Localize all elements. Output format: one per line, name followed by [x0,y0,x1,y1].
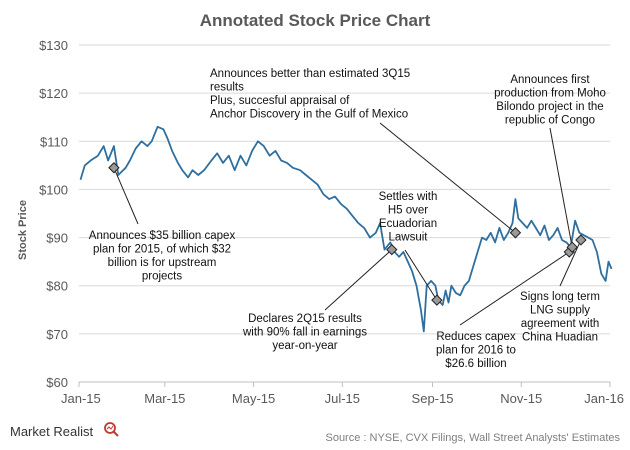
annotation-line: Signs long term [520,291,600,303]
y-tick-label: $130 [39,38,68,53]
annotation-markers [108,162,587,306]
annotation-marker [575,234,587,246]
annotation-line: projects [142,271,183,283]
x-tick-label: Sep-15 [412,391,454,406]
x-tick-label: Mar-15 [144,391,185,406]
annotation-line: Announces first [510,74,590,86]
annotation-marker [509,227,522,239]
y-tick-label: $70 [46,327,68,342]
gridlines [79,44,610,335]
annotation-line: Ecuadorian [379,218,437,230]
annotation-line: billion is for upstream [108,257,217,269]
chart-title: Annotated Stock Price Chart [200,11,431,30]
annotation-leader [549,127,573,248]
annotation-leader [459,251,570,326]
y-tick-label: $100 [39,182,68,197]
magnifier-icon [104,422,119,437]
annotation-line: plan for 2016 to [436,345,516,357]
annotation-line: Announces $35 billion capex [89,230,236,242]
y-axis-ticks: $60 $70 $80 $90 $100 $110 $120 $130 [39,38,68,390]
annotation-line: Anchor Discovery in the Gulf of Mexico [210,109,408,121]
annotation-label: Reduces capex plan for 2016 to $26.6 billi… [436,331,516,370]
annotation-label: Signs long term LNG supply agreement with C… [520,291,600,344]
annotation-line: Plus, succesful appraisal of [210,95,350,107]
y-tick-label: $60 [46,375,68,390]
annotation-marker [108,162,120,174]
annotation-label: Declares 2Q15 results with 90% fall in ea… [242,313,367,352]
annotation-label: Announces $35 billion capex plan for 2015… [89,230,236,283]
annotation-marker [431,294,443,306]
brand-name: Market Realist [10,424,93,439]
y-tick-label: $90 [46,231,68,246]
annotation-line: Settles with [379,191,438,203]
market-realist-logo: Market Realist [10,422,119,439]
annotation-line: $26.6 billion [445,358,506,370]
annotation-line: Announces better than estimated 3Q15 [210,68,410,80]
annotation-marker [566,241,578,253]
annotation-leader [404,249,438,301]
annotation-leader [379,122,516,234]
series-line [79,125,613,333]
x-tick-label: May-15 [232,391,275,406]
y-tick-label: $80 [46,279,68,294]
annotation-line: China Huadian [522,332,598,344]
annotation-line: Reduces capex [436,331,516,343]
annotation-line: Lawsuit [389,232,429,244]
annotation-line: year-on-year [272,340,337,352]
annotation-line: agreement with [521,318,600,330]
annotation-line: republic of Congo [505,115,595,127]
annotation-line: H5 over [388,205,428,217]
annotation-marker [386,243,398,256]
x-tick-label: Jan-15 [61,391,101,406]
annotation-label: Settles with H5 over Ecuadorian Lawsuit [379,191,438,244]
y-axis-label: Stock Price [17,200,29,260]
annotation-line: Declares 2Q15 results [248,313,362,325]
x-axis-ticks: Jan-15 Mar-15 May-15 Jul-15 Sep-15 Nov-15 Jan-… [61,382,624,406]
annotation-line: plan for 2015, of which $32 [93,244,231,256]
annotation-leader [113,167,139,225]
source-note: Source : NYSE, CVX Filings, Wall Street … [325,432,620,444]
y-tick-label: $110 [40,134,68,149]
x-tick-label: Jan-16 [584,391,624,406]
annotation-leader [324,249,393,311]
annotation-label: Announces better than estimated 3Q15 resu… [210,68,410,121]
annotation-line: with 90% fall in earnings [242,327,367,339]
annotation-leaders [113,122,582,326]
annotation-texts: Announces $35 billion capex plan for 2015… [89,68,606,370]
annotation-line: production from Moho [494,88,606,100]
y-tick-label: $120 [39,86,68,101]
x-tick-label: Jul-15 [325,391,360,406]
annotation-label: Announces first production from Moho Bilon… [494,74,606,127]
annotation-line: results [210,82,244,94]
x-tick-label: Nov-15 [500,391,542,406]
annotation-line: LNG supply [530,305,590,317]
annotation-line: Bilondo project in the [496,101,603,113]
